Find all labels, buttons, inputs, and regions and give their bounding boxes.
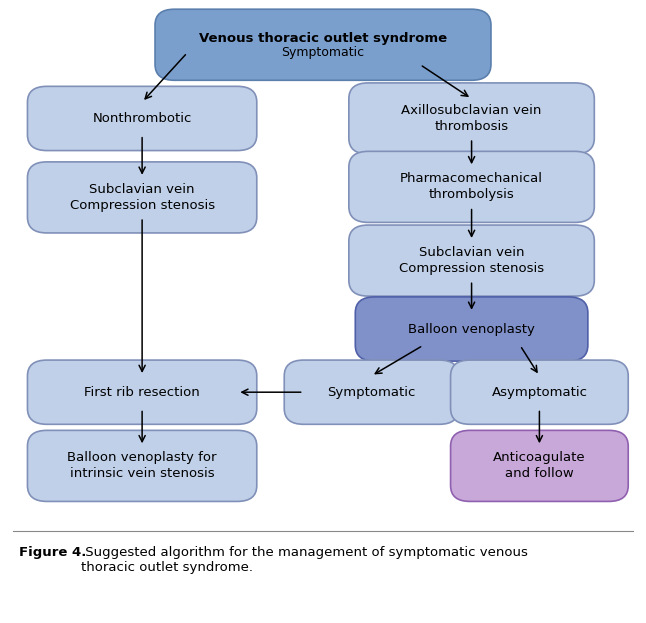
Text: Axillosubclavian vein
thrombosis: Axillosubclavian vein thrombosis: [401, 104, 542, 133]
Text: Subclavian vein
Compression stenosis: Subclavian vein Compression stenosis: [399, 246, 544, 275]
Text: Figure 4.: Figure 4.: [19, 546, 87, 559]
Text: Anticoagulate
and follow: Anticoagulate and follow: [493, 452, 586, 480]
Text: Venous thoracic outlet syndrome: Venous thoracic outlet syndrome: [199, 32, 447, 45]
Text: Symptomatic: Symptomatic: [282, 46, 364, 59]
FancyBboxPatch shape: [349, 225, 594, 296]
FancyBboxPatch shape: [450, 360, 628, 424]
FancyBboxPatch shape: [349, 83, 594, 154]
FancyBboxPatch shape: [28, 162, 256, 233]
FancyBboxPatch shape: [28, 430, 256, 502]
Text: First rib resection: First rib resection: [84, 386, 200, 399]
FancyBboxPatch shape: [284, 360, 459, 424]
FancyBboxPatch shape: [349, 151, 594, 222]
FancyBboxPatch shape: [28, 360, 256, 424]
Text: Suggested algorithm for the management of symptomatic venous
thoracic outlet syn: Suggested algorithm for the management o…: [81, 546, 528, 574]
Text: Balloon venoplasty: Balloon venoplasty: [408, 323, 535, 336]
Text: Asymptomatic: Asymptomatic: [492, 386, 587, 399]
FancyBboxPatch shape: [155, 9, 491, 80]
Text: Balloon venoplasty for
intrinsic vein stenosis: Balloon venoplasty for intrinsic vein st…: [67, 452, 217, 480]
Text: Symptomatic: Symptomatic: [328, 386, 415, 399]
Text: Pharmacomechanical
thrombolysis: Pharmacomechanical thrombolysis: [400, 173, 543, 201]
FancyBboxPatch shape: [28, 87, 256, 151]
FancyBboxPatch shape: [450, 430, 628, 502]
FancyBboxPatch shape: [355, 297, 588, 361]
Text: Subclavian vein
Compression stenosis: Subclavian vein Compression stenosis: [70, 183, 214, 212]
Text: Nonthrombotic: Nonthrombotic: [92, 112, 192, 125]
